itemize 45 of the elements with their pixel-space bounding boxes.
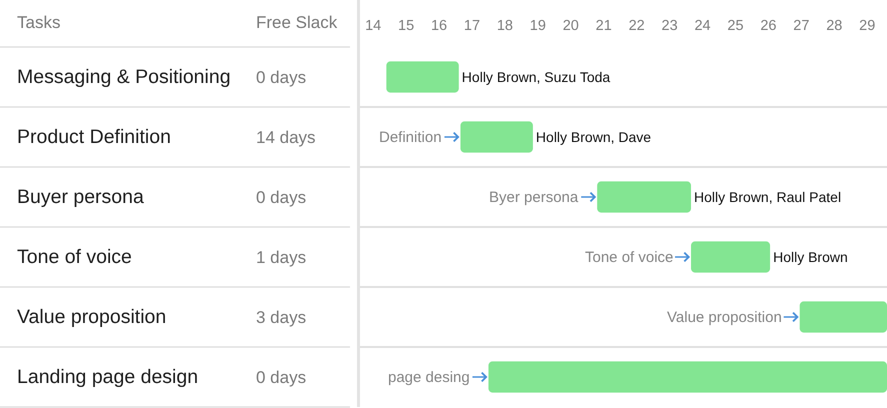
- x-tick-label: 24: [694, 18, 711, 34]
- x-tick-label: 28: [826, 18, 842, 34]
- bar: [691, 241, 770, 273]
- data-label: Holly Brown: [773, 249, 848, 265]
- text: 0 days: [256, 68, 306, 87]
- y-tick-label: Buyer persona: [17, 186, 144, 208]
- bar: [488, 361, 887, 393]
- data-label: Holly Brown, Raul Patel: [694, 189, 842, 205]
- y-tick-label: Value proposition: [17, 306, 166, 328]
- x-tick-label: 18: [496, 18, 513, 34]
- y-tick-label: Tone of voice: [17, 246, 132, 268]
- x-tick-label: 15: [398, 18, 414, 34]
- text: 0 days: [256, 368, 306, 387]
- annotation: Value proposition: [667, 309, 782, 326]
- x-tick-label: 14: [365, 18, 382, 34]
- x-tick-label: 22: [628, 18, 645, 34]
- x-tick-label: 16: [430, 18, 448, 34]
- x-tick-label: 23: [662, 18, 678, 34]
- x-tick-label: 26: [760, 18, 776, 34]
- data-label: Holly Brown, Dave: [536, 129, 652, 145]
- annotation: Byer persona: [489, 189, 579, 206]
- text: 14 days: [256, 128, 316, 147]
- x-tick-label: 19: [530, 18, 546, 34]
- y-tick-label: Product Definition: [17, 126, 171, 148]
- bar: [386, 61, 459, 93]
- text: 1 days: [256, 248, 306, 267]
- x-tick-label: 29: [859, 18, 876, 34]
- data-label: Holly Brown, Suzu Toda: [462, 69, 610, 85]
- text: Free Slack: [256, 13, 338, 32]
- x-tick-label: 27: [793, 18, 810, 34]
- text: 0 days: [256, 188, 306, 207]
- y-tick-label: Messaging & Positioning: [17, 66, 231, 88]
- y-axis-title: Tasks: [17, 13, 60, 32]
- text: 3 days: [256, 308, 306, 327]
- x-tick-label: 21: [596, 18, 612, 34]
- annotation: Tone of voice: [585, 249, 674, 266]
- x-tick-label: 20: [562, 18, 579, 34]
- annotation: Definition: [379, 129, 442, 146]
- annotation: page desing: [388, 369, 470, 386]
- bar: [597, 181, 692, 213]
- y-tick-label: Landing page design: [17, 366, 198, 388]
- x-tick-label: 25: [727, 18, 744, 34]
- bar: [800, 301, 887, 333]
- x-tick-label: 17: [464, 18, 480, 34]
- bar: [460, 121, 533, 153]
